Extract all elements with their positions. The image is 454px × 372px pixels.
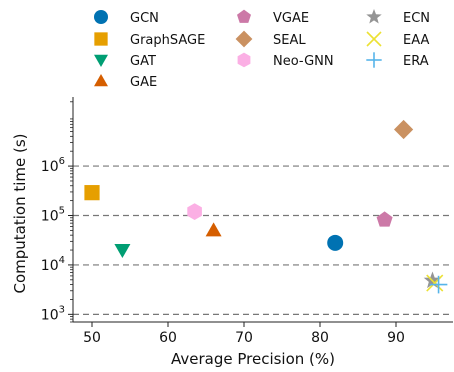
grid-lines [73, 165, 453, 315]
legend-marker-graphsage [94, 32, 108, 46]
y-axis-label: Computation time (s) [11, 133, 29, 293]
point-gae [205, 222, 222, 237]
y-tick-label-exp: 4 [59, 255, 65, 266]
point-gcn [327, 234, 344, 251]
legend-marker-neo-gnn [237, 52, 251, 68]
point-neo-gnn [187, 203, 202, 220]
point-graphsage [84, 185, 100, 201]
y-tick-label-0: 103 [41, 304, 65, 323]
x-tick-label-0: 50 [83, 330, 101, 346]
legend-marker-gat [94, 54, 108, 67]
legend-item-gat: GAT [94, 54, 156, 69]
legend-label-vgae: VGAE [273, 11, 309, 26]
legend-label-gae: GAE [130, 75, 157, 90]
legend-marker-era [366, 52, 382, 68]
y-tick-label-1: 104 [41, 255, 65, 274]
x-tick-label-1: 60 [159, 330, 177, 346]
legend-label-graphsage: GraphSAGE [130, 33, 205, 48]
legend-item-gae: GAE [94, 74, 157, 90]
point-seal [394, 119, 414, 140]
legend-label-seal: SEAL [273, 33, 306, 48]
y-tick-label-base: 10 [41, 209, 59, 225]
legend: GCN GraphSAGE GAT GAE VGAE SEAL Neo-GNN ECN EAA E… [94, 9, 430, 90]
legend-item-seal: SEAL [235, 30, 306, 48]
legend-marker-gcn [94, 10, 108, 24]
x-tick-label-4: 90 [387, 330, 405, 346]
legend-marker-eaa [366, 31, 382, 47]
legend-label-gcn: GCN [130, 11, 159, 26]
legend-item-vgae: VGAE [237, 9, 309, 26]
x-axis-label: Average Precision (%) [171, 350, 335, 368]
legend-label-eaa: EAA [403, 33, 429, 48]
legend-marker-seal [235, 30, 253, 48]
point-era [429, 275, 448, 294]
legend-item-neo-gnn: Neo-GNN [237, 52, 334, 69]
y-tick-label-exp: 6 [59, 156, 65, 167]
y-tick-label-base: 10 [41, 307, 59, 323]
legend-label-era: ERA [403, 54, 429, 69]
legend-item-ecn: ECN [366, 9, 430, 26]
y-tick-label-3: 106 [41, 156, 65, 175]
point-gat [114, 244, 131, 259]
y-tick-label-base: 10 [41, 159, 59, 175]
x-tick-label-3: 80 [311, 330, 329, 346]
legend-item-graphsage: GraphSAGE [94, 32, 205, 48]
x-tick-label-2: 70 [235, 330, 253, 346]
legend-item-eaa: EAA [366, 31, 429, 48]
data-points [84, 119, 448, 294]
legend-marker-gae [94, 74, 108, 87]
legend-label-ecn: ECN [403, 11, 430, 26]
y-tick-label-2: 105 [41, 206, 65, 225]
point-vgae [376, 211, 393, 227]
legend-item-era: ERA [366, 52, 429, 69]
legend-label-neo-gnn: Neo-GNN [273, 54, 334, 69]
y-tick-label-base: 10 [41, 258, 59, 274]
legend-marker-ecn [366, 9, 382, 24]
y-tick-label-exp: 3 [59, 304, 65, 315]
legend-label-gat: GAT [130, 54, 156, 69]
y-tick-label-exp: 5 [59, 206, 65, 217]
legend-item-gcn: GCN [94, 10, 159, 26]
point-eaa [426, 274, 444, 292]
legend-marker-vgae [237, 9, 251, 23]
